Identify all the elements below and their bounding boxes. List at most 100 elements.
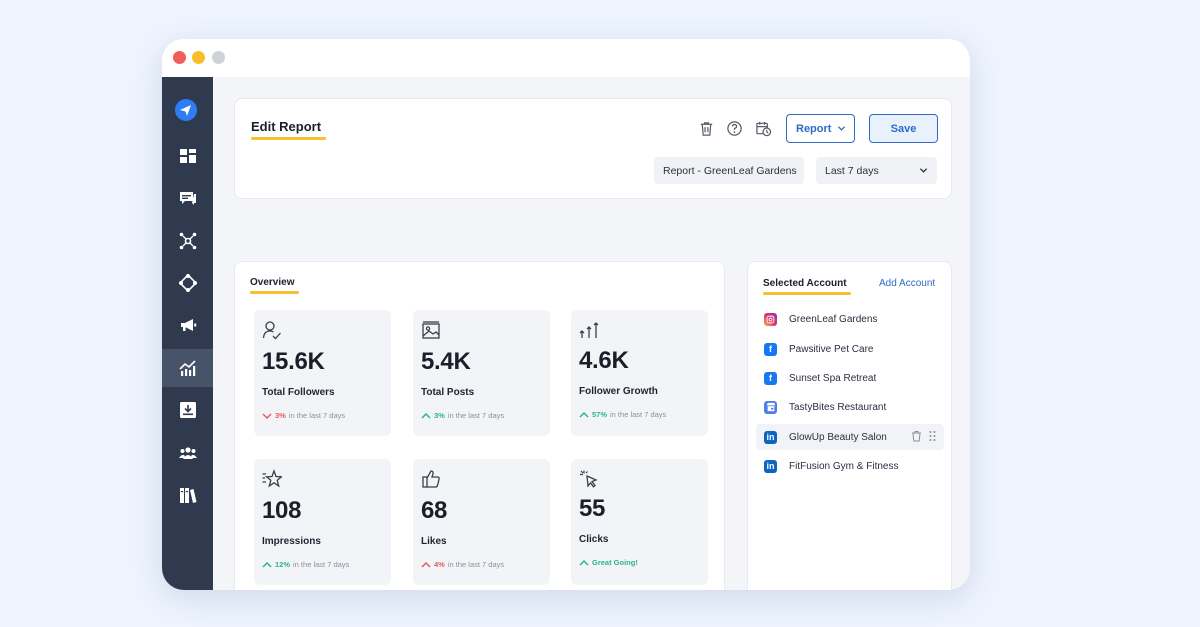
analytics-chart-icon [178, 360, 196, 376]
facebook-icon: f [764, 371, 777, 385]
stat-label: Likes [421, 536, 447, 547]
user-check-icon [262, 321, 281, 340]
account-row[interactable]: in FitFusion Gym & Fitness [756, 453, 944, 479]
account-row[interactable]: f Sunset Spa Retreat [756, 365, 944, 391]
date-range-label: Last 7 days [825, 164, 879, 177]
report-dropdown-label: Report [796, 122, 832, 135]
drag-handle-icon[interactable] [927, 430, 938, 442]
overview-tab[interactable]: Overview [250, 277, 295, 288]
stat-value: 55 [579, 495, 606, 522]
account-row[interactable]: f Pawsitive Pet Care [756, 336, 944, 362]
team-icon [178, 447, 197, 459]
facebook-icon: f [764, 342, 777, 356]
row-tools [911, 430, 938, 442]
image-icon [422, 321, 440, 339]
stat-value: 68 [421, 497, 448, 524]
account-name: Sunset Spa Retreat [789, 372, 877, 384]
account-name: Pawsitive Pet Care [789, 343, 874, 355]
report-header-card: Edit Report Report Save Report - GreenLe… [234, 98, 952, 199]
sidebar-item-reports[interactable] [162, 349, 213, 387]
account-row[interactable]: GreenLeaf Gardens [756, 306, 944, 332]
schedule-report-button[interactable] [754, 119, 772, 137]
sidebar-item-team[interactable] [162, 434, 213, 472]
instagram-icon [764, 312, 777, 326]
stat-value: 15.6K [262, 348, 325, 375]
megaphone-icon [180, 319, 196, 331]
stat-trend: 3% in the last 7 days [262, 411, 345, 420]
chevron-down-icon [919, 168, 928, 173]
network-icon [179, 232, 196, 250]
trend-up-icon [421, 561, 431, 568]
window-titlebar [162, 39, 970, 77]
stat-trend: 4% in the last 7 days [421, 560, 504, 569]
account-row[interactable]: TastyBites Restaurant [756, 394, 944, 420]
stat-value: 5.4K [421, 348, 471, 375]
chat-icon [179, 192, 196, 205]
page-title: Edit Report [251, 119, 322, 134]
trend-up-icon [579, 411, 589, 418]
report-dropdown[interactable]: Report [786, 114, 855, 143]
stat-percent: 57% [592, 410, 608, 419]
sidebar-item-inbox[interactable] [162, 391, 213, 429]
selected-account-title: Selected Account [763, 278, 847, 289]
sidebar-item-campaigns[interactable] [162, 306, 213, 344]
stat-percent: 3% [275, 411, 286, 420]
report-name-select[interactable]: Report - GreenLeaf Gardens [654, 157, 804, 184]
stat-trend: 12% in the last 7 days [262, 560, 349, 569]
stat-card-impressions: 108 Impressions 12% in the last 7 days [254, 459, 391, 585]
stat-card-clicks: 55 Clicks Great Going! [571, 459, 708, 585]
account-name: GreenLeaf Gardens [789, 313, 878, 325]
dashboard-icon [179, 149, 196, 163]
save-button[interactable]: Save [869, 114, 938, 143]
stat-card-follower-growth: 4.6K Follower Growth 57% in the last 7 d… [571, 310, 708, 436]
cursor-click-icon [580, 470, 598, 488]
google-business-icon [764, 400, 777, 414]
title-underline [251, 137, 326, 140]
stat-percent: 12% [275, 560, 291, 569]
main-content: Edit Report Report Save Report - GreenLe… [213, 77, 970, 590]
close-window-button[interactable] [173, 51, 186, 64]
star-icon [262, 469, 282, 488]
app-logo-icon[interactable] [175, 99, 197, 121]
sidebar-item-messages[interactable] [162, 179, 213, 217]
stat-card-likes: 68 Likes 4% in the last 7 days [413, 459, 550, 585]
help-circle-icon [726, 120, 742, 136]
stat-label: Clicks [579, 534, 609, 545]
stat-note: Great Going! [592, 558, 638, 567]
maximize-window-button[interactable] [212, 51, 225, 64]
stat-note: in the last 7 days [447, 560, 505, 569]
library-books-icon [179, 488, 196, 503]
trend-up-icon [262, 561, 272, 568]
help-button[interactable] [725, 119, 743, 137]
sidebar-item-dashboard[interactable] [162, 137, 213, 175]
minimize-window-button[interactable] [192, 51, 205, 64]
add-account-link[interactable]: Add Account [879, 278, 936, 289]
trend-up-icon [579, 559, 589, 566]
stat-trend: 3% in the last 7 days [421, 411, 504, 420]
thumbs-up-icon [422, 470, 440, 488]
sidebar-item-integrations[interactable] [162, 264, 213, 302]
date-range-select[interactable]: Last 7 days [816, 157, 937, 184]
stat-value: 108 [262, 497, 302, 524]
calendar-clock-icon [755, 121, 771, 136]
trash-icon [700, 121, 712, 136]
stat-label: Impressions [262, 536, 321, 547]
overview-underline [250, 291, 299, 294]
sidebar-item-network[interactable] [162, 222, 213, 260]
stat-note: in the last 7 days [288, 411, 346, 420]
stat-percent: 4% [434, 560, 445, 569]
diamond-nodes-icon [178, 273, 197, 293]
linkedin-icon: in [764, 459, 777, 473]
trend-up-icon [421, 412, 431, 419]
trash-icon[interactable] [911, 430, 922, 442]
account-row[interactable]: in GlowUp Beauty Salon [756, 424, 944, 450]
linkedin-icon: in [764, 430, 777, 444]
stat-card-total-followers: 15.6K Total Followers 3% in the last 7 d… [254, 310, 391, 436]
delete-button[interactable] [697, 119, 715, 137]
sidebar-item-library[interactable] [162, 476, 213, 514]
trend-down-icon [262, 412, 272, 419]
stat-label: Total Followers [262, 387, 335, 398]
stat-note: in the last 7 days [293, 560, 350, 569]
selected-account-underline [763, 292, 851, 295]
inbox-download-icon [179, 402, 196, 418]
